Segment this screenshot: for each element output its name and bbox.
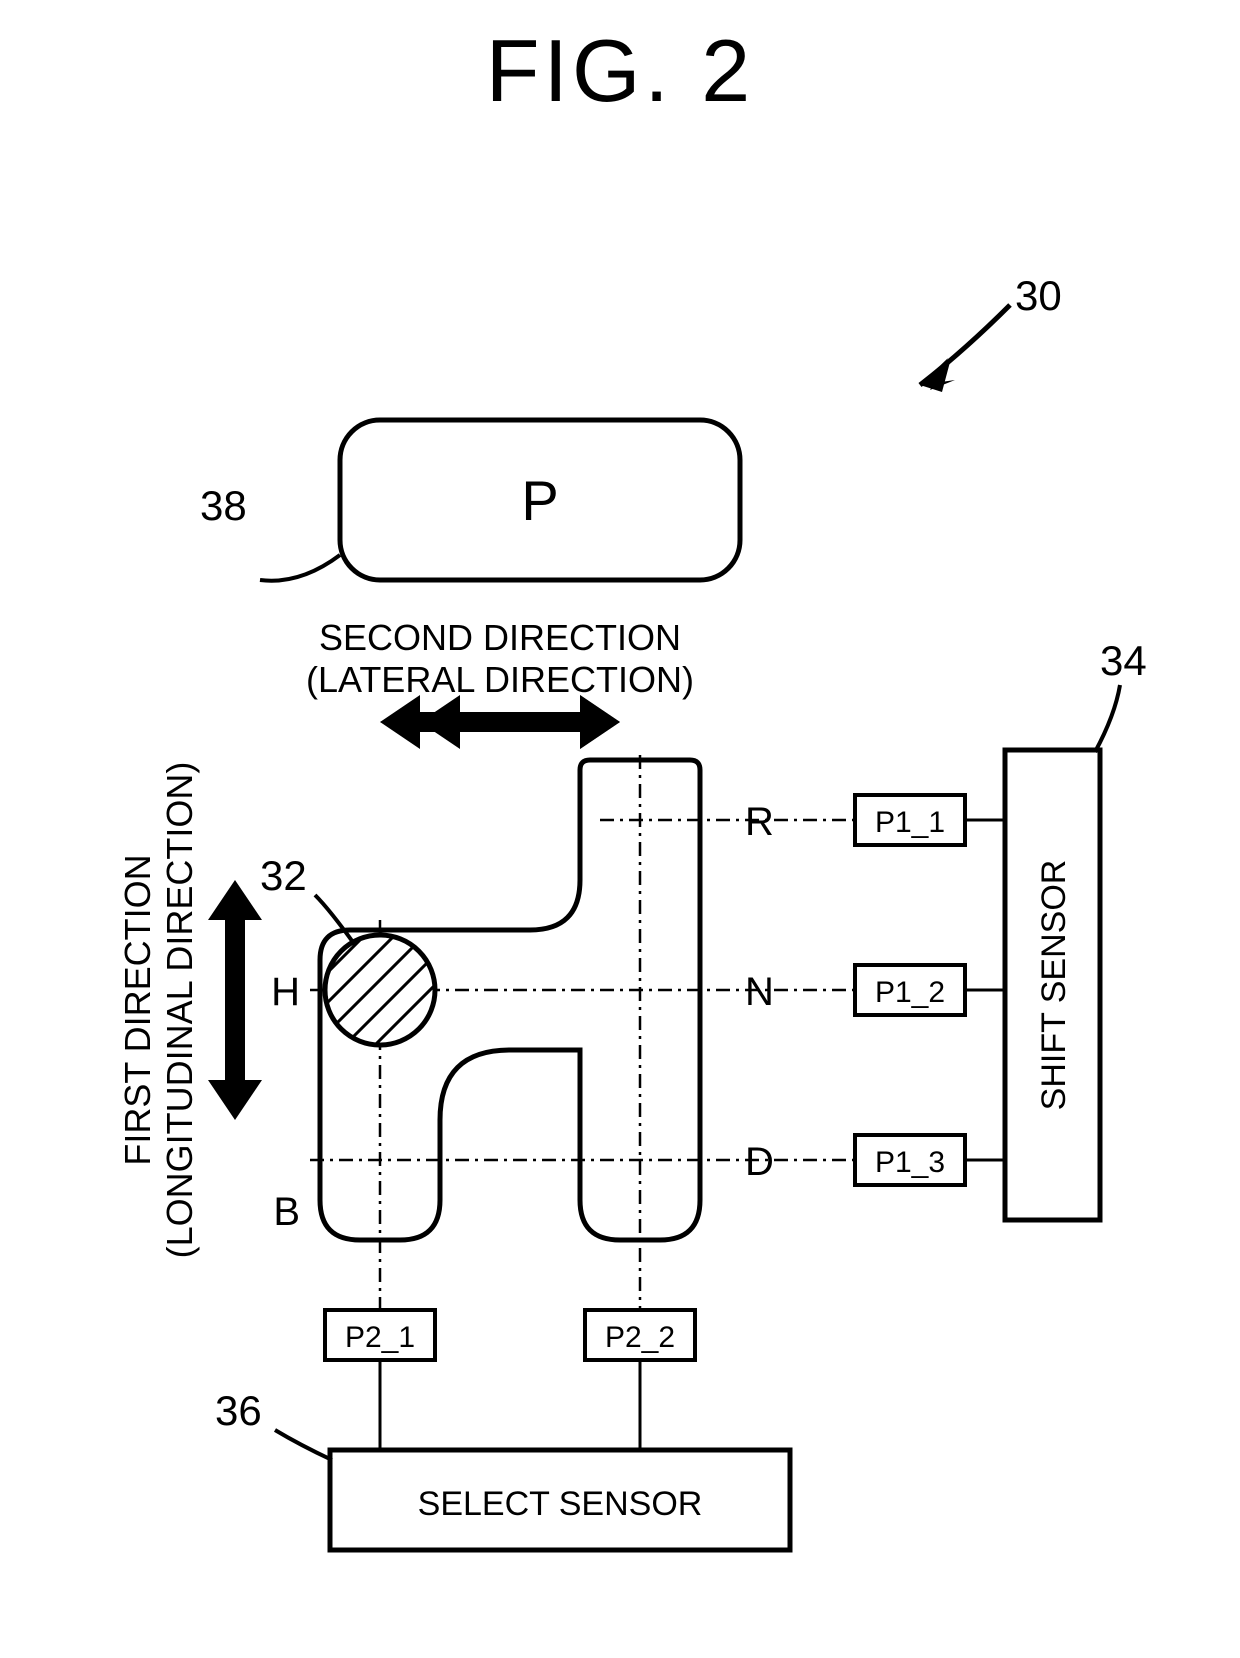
ref-30-text: 30: [1015, 272, 1062, 319]
diagram-svg: 30 P 38 SECOND DIRECTION (LATERAL DIRECT…: [0, 0, 1240, 1658]
shift-sensor-box: SHIFT SENSOR: [1005, 750, 1100, 1220]
svg-text:(LONGITUDINAL DIRECTION): (LONGITUDINAL DIRECTION): [159, 762, 200, 1259]
svg-text:P1_1: P1_1: [875, 806, 945, 839]
pos-H: H: [271, 970, 300, 1014]
svg-text:FIRST DIRECTION: FIRST DIRECTION: [117, 854, 158, 1165]
first-direction-label: FIRST DIRECTION (LONGITUDINAL DIRECTION): [117, 762, 200, 1259]
pos-R: R: [745, 800, 774, 844]
pos-N: N: [745, 970, 774, 1014]
park-label: P: [521, 469, 558, 532]
svg-text:P1_2: P1_2: [875, 976, 945, 1009]
ref-34-text: 34: [1100, 637, 1147, 684]
p1-2-box: P1_2: [855, 965, 965, 1015]
assembly-ref: 30: [920, 272, 1062, 392]
p2-1-box: P2_1: [325, 1310, 435, 1360]
ref-36: 36: [215, 1387, 332, 1460]
p1-3-box: P1_3: [855, 1135, 965, 1185]
ref-38-text: 38: [200, 482, 247, 529]
p2-2-box: P2_2: [585, 1310, 695, 1360]
svg-text:SHIFT SENSOR: SHIFT SENSOR: [1035, 860, 1073, 1111]
p1-1-box: P1_1: [855, 795, 965, 845]
pos-D: D: [745, 1140, 774, 1184]
ref-38: 38: [200, 482, 340, 581]
svg-text:(LATERAL DIRECTION): (LATERAL DIRECTION): [306, 659, 694, 700]
svg-text:SECOND DIRECTION: SECOND DIRECTION: [319, 617, 681, 658]
select-sensor-box: SELECT SENSOR: [330, 1450, 790, 1550]
svg-text:P2_1: P2_1: [345, 1321, 415, 1354]
second-direction-label: SECOND DIRECTION (LATERAL DIRECTION): [306, 617, 694, 700]
shift-knob: [290, 890, 470, 1070]
ref-34: 34: [1095, 637, 1147, 752]
ref-32-text: 32: [260, 852, 307, 899]
first-direction-arrow: [208, 880, 262, 1120]
pos-B: B: [273, 1190, 300, 1234]
diagram-page: FIG. 2 30 P 38 SECOND DIRECTION (LATERAL…: [0, 0, 1240, 1658]
ref-36-text: 36: [215, 1387, 262, 1434]
park-button: P: [340, 420, 740, 580]
second-direction-arrow: [380, 695, 620, 749]
svg-text:P2_2: P2_2: [605, 1321, 675, 1354]
svg-text:P1_3: P1_3: [875, 1146, 945, 1179]
svg-text:SELECT SENSOR: SELECT SENSOR: [418, 1485, 703, 1523]
